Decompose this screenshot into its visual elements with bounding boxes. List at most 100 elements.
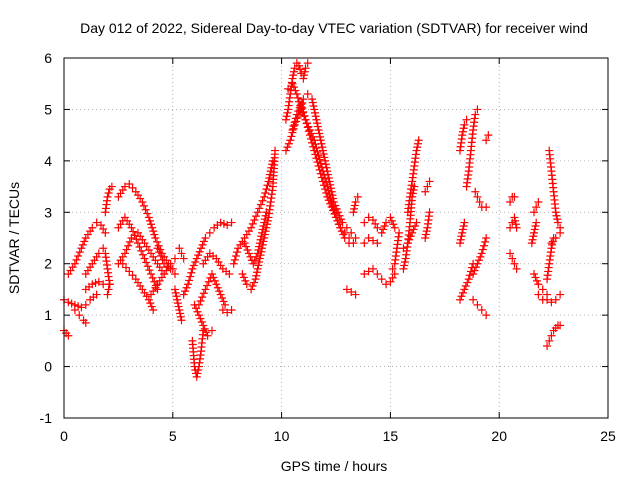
y-tick-label: 1: [44, 307, 52, 323]
data-point: [364, 213, 373, 222]
data-point: [475, 198, 484, 206]
data-point: [309, 102, 318, 110]
data-point: [529, 232, 538, 241]
data-point: [147, 270, 156, 278]
data-point: [310, 146, 319, 155]
data-point: [184, 280, 193, 289]
data-point: [176, 312, 185, 321]
data-point: [242, 242, 251, 251]
data-point: [193, 307, 202, 316]
data-series-segment: [194, 270, 230, 309]
data-point: [92, 290, 101, 299]
data-series-segment: [229, 156, 277, 268]
data-point: [481, 237, 490, 246]
data-point: [203, 281, 212, 290]
data-point: [240, 239, 249, 248]
data-point: [114, 192, 123, 201]
data-point: [253, 249, 262, 258]
data-point: [373, 239, 382, 248]
data-series-segment: [118, 259, 158, 314]
data-point: [399, 264, 408, 273]
data-point: [88, 259, 97, 268]
data-series-segment: [462, 105, 482, 191]
data-point: [204, 277, 213, 286]
data-point: [292, 90, 301, 98]
data-point: [194, 311, 203, 320]
data-point: [143, 262, 152, 271]
data-point: [174, 302, 183, 311]
data-point: [218, 306, 227, 314]
data-series-segment: [534, 290, 565, 307]
data-point: [252, 252, 261, 261]
data-point: [148, 273, 157, 282]
data-point: [90, 256, 99, 265]
data-point: [456, 235, 465, 244]
data-series-segment: [170, 285, 186, 325]
data-series-segment: [545, 146, 565, 232]
data-point: [199, 237, 208, 246]
data-point: [123, 216, 132, 225]
data-point: [64, 331, 73, 340]
data-point: [413, 139, 422, 148]
data-point: [136, 194, 145, 203]
data-point: [185, 276, 194, 285]
data-point: [136, 282, 145, 290]
data-point: [320, 181, 329, 190]
data-point: [421, 187, 430, 196]
data-point: [409, 225, 418, 234]
data-point: [135, 243, 144, 251]
data-point: [147, 220, 156, 229]
grid-lines: [64, 58, 608, 418]
data-point: [147, 302, 156, 311]
data-point: [421, 234, 430, 242]
data-point: [478, 245, 487, 254]
data-point: [140, 288, 149, 297]
data-point: [104, 285, 113, 294]
data-point: [231, 252, 240, 260]
data-point: [310, 105, 319, 114]
data-point: [271, 146, 280, 155]
data-point: [187, 268, 196, 277]
data-point: [247, 223, 256, 232]
data-point: [145, 266, 154, 275]
data-point: [314, 162, 323, 170]
data-series-segment: [81, 277, 108, 294]
data-series-segment: [530, 198, 543, 217]
data-point: [258, 225, 267, 234]
data-point: [99, 225, 108, 233]
data-point: [255, 204, 264, 213]
data-point: [300, 111, 309, 120]
data-point: [459, 222, 468, 230]
data-series-segment: [377, 213, 399, 237]
data-point: [207, 270, 216, 278]
data-point: [351, 198, 360, 206]
data-point: [199, 321, 208, 330]
data-series-segment: [70, 306, 90, 327]
data-point: [133, 278, 142, 287]
data-point: [377, 228, 386, 237]
data-point: [209, 273, 218, 282]
data-point: [77, 303, 86, 312]
data-point: [552, 211, 561, 220]
data-point: [422, 227, 431, 236]
data-point: [257, 232, 266, 241]
data-point: [144, 295, 153, 304]
data-point: [310, 108, 319, 117]
data-point: [351, 290, 360, 299]
data-point: [201, 285, 210, 294]
data-point: [150, 230, 159, 239]
data-point: [170, 270, 179, 278]
data-point: [81, 270, 90, 278]
data-point: [254, 246, 263, 254]
data-point: [545, 336, 554, 345]
data-point: [318, 177, 327, 186]
data-series-segment: [471, 187, 491, 212]
data-point: [179, 290, 188, 299]
data-point: [553, 215, 562, 224]
data-point: [327, 203, 336, 212]
data-point: [137, 246, 146, 255]
data-point: [405, 235, 414, 244]
data-point: [238, 270, 247, 278]
data-point: [471, 110, 480, 119]
data-point: [241, 276, 250, 285]
